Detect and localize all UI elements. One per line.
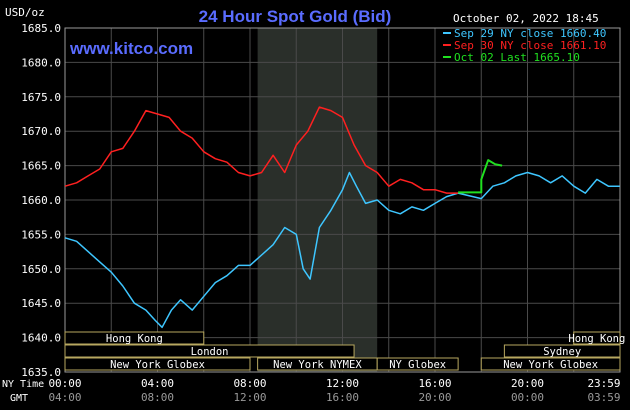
currency-label: USD/oz [5,6,45,19]
website-label: www.kitco.com [69,39,193,58]
y-tick-label: 1645.0 [21,297,61,310]
y-tick-label: 1660.0 [21,194,61,207]
session-bar [480,357,621,371]
legend-entry: Sep 30 NY close 1661.10 [454,39,606,52]
session-label: NY Globex [389,359,446,371]
x-tick-ny: 16:00 [418,377,451,390]
session-label: Hong Kong [106,333,163,345]
datetime-label: October 02, 2022 18:45 [453,12,599,25]
x-tick-gmt: 16:00 [326,391,359,404]
gmt-label: GMT [10,393,28,404]
series-line-0 [64,171,620,329]
y-tick-label: 1670.0 [21,125,61,138]
y-tick-label: 1680.0 [21,56,61,69]
session-label: New York Globex [110,359,205,371]
x-tick-ny: 12:00 [326,377,359,390]
x-tick-gmt: 12:00 [233,391,266,404]
y-tick-label: 1655.0 [21,228,61,241]
x-tick-gmt: 03:59 [587,391,620,404]
plot-frame [64,27,621,373]
ny-time-label: NY Time [2,379,44,390]
session-label: New York Globex [503,359,598,371]
legend-entry: Oct 02 Last 1665.10 [454,51,580,64]
x-tick-gmt: 00:00 [511,391,544,404]
x-tick-ny: 08:00 [233,377,266,390]
x-tick-ny: 20:00 [511,377,544,390]
x-tick-gmt: 20:00 [418,391,451,404]
x-tick-gmt: 08:00 [141,391,174,404]
session-bar [64,357,251,371]
session-bar [376,357,459,371]
y-tick-label: 1685.0 [21,22,61,35]
session-label: New York NYMEX [273,359,362,371]
y-tick-label: 1635.0 [21,366,61,379]
y-tick-label: 1675.0 [21,91,61,104]
x-tick-ny: 04:00 [141,377,174,390]
session-label: London [191,346,229,358]
session-label: Sydney [543,346,581,358]
x-tick-ny: 00:00 [48,377,81,390]
session-bar [64,331,205,345]
y-tick-label: 1665.0 [21,160,61,173]
x-tick-ny: 23:59 [587,377,620,390]
series-line-1 [64,106,459,194]
session-bar [573,331,621,345]
session-bar [503,344,621,358]
legend-entry: Sep 29 NY close 1660.40 [454,27,606,40]
session-label: Hong Kong [568,333,625,345]
chart-title: 24 Hour Spot Gold (Bid) [199,7,392,26]
series-line-2 [458,159,503,194]
session-bar [64,344,355,358]
y-tick-label: 1640.0 [21,332,61,345]
y-tick-label: 1650.0 [21,263,61,276]
x-tick-gmt: 04:00 [48,391,81,404]
